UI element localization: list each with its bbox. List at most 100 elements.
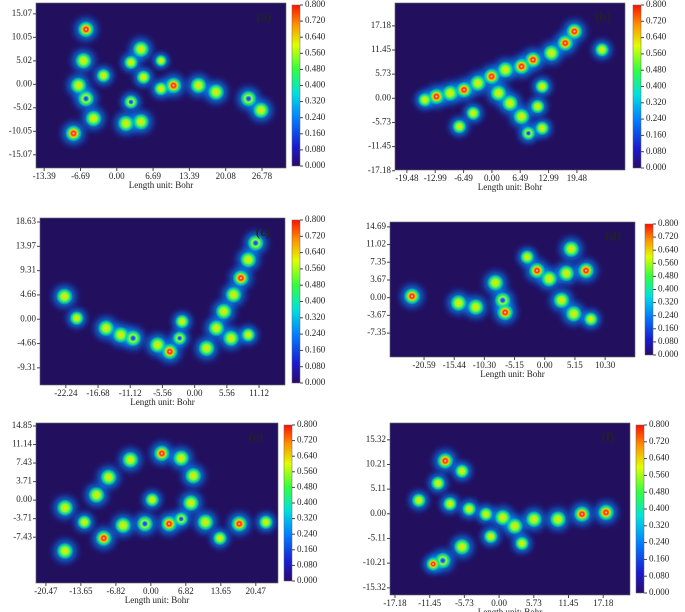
y-tick-label: 18.63 xyxy=(16,216,37,226)
density-hole xyxy=(245,95,252,103)
colorbar-tick-label: 0.720 xyxy=(305,15,326,25)
density-core xyxy=(100,469,117,486)
x-tick-label: -11.45 xyxy=(418,598,441,608)
density-core xyxy=(153,81,169,97)
x-tick-label: -15.44 xyxy=(443,360,467,370)
colorbar-tick-label: 0.080 xyxy=(305,144,326,154)
panel-label: (c) xyxy=(256,224,270,239)
density-core xyxy=(222,329,240,347)
density-peak xyxy=(81,24,91,35)
colorbar-tick-label: 0.480 xyxy=(649,486,670,496)
colorbar-tick-label: 0.800 xyxy=(646,0,667,9)
colorbar-tick-label: 0.000 xyxy=(305,160,326,170)
colorbar-tick-label: 0.400 xyxy=(297,497,318,507)
x-tick-label: -13.65 xyxy=(69,586,93,596)
density-core xyxy=(184,467,202,485)
density-core xyxy=(172,449,190,467)
density-core xyxy=(540,270,558,288)
density-core xyxy=(497,61,514,79)
density-hole xyxy=(176,335,183,342)
panel: (b) -19.48 -12.99 -6.49 0.00 6.49 12.99 19.48 17… xyxy=(368,0,667,192)
colorbar-tick-label: 0.080 xyxy=(297,559,318,569)
x-tick-label: -5.56 xyxy=(153,388,172,398)
density-core xyxy=(114,517,132,534)
colorbar-tick-label: 0.560 xyxy=(646,48,667,58)
density-map xyxy=(55,11,280,152)
colorbar-tick-label: 0.000 xyxy=(297,575,318,585)
y-tick-label: 7.35 xyxy=(370,256,386,266)
x-tick-label: 0.00 xyxy=(109,171,125,181)
density-core xyxy=(462,501,477,517)
y-tick-label: 0.00 xyxy=(375,92,391,102)
density-hole xyxy=(128,99,134,105)
y-tick-label: 11.45 xyxy=(371,44,391,54)
density-core xyxy=(117,115,135,132)
x-tick-label: 5.15 xyxy=(567,360,583,370)
y-tick-label: -10.05 xyxy=(9,125,33,135)
plot-frame xyxy=(389,422,631,596)
colorbar-tick-label: 0.160 xyxy=(649,553,670,563)
y-tick-label: -5.73 xyxy=(372,117,391,127)
colorbar-tick-label: 0.240 xyxy=(649,537,670,547)
density-peak xyxy=(407,291,417,302)
colorbar-tick-label: 0.080 xyxy=(658,336,679,346)
density-core xyxy=(85,110,102,127)
colorbar xyxy=(291,4,301,167)
density-peak xyxy=(500,307,511,318)
colorbar-tick-label: 0.800 xyxy=(305,0,326,9)
x-tick-label: -5.15 xyxy=(505,360,524,370)
density-peak xyxy=(234,518,245,529)
x-axis-label: Length unit: Bohr xyxy=(478,607,543,612)
y-tick-label: -10.21 xyxy=(363,557,386,567)
y-tick-label: -15.32 xyxy=(363,582,386,592)
density-core xyxy=(70,77,87,94)
colorbar-tick-label: 0.480 xyxy=(305,63,326,73)
colorbar-tick-label: 0.560 xyxy=(658,257,679,267)
x-tick-label: -6.69 xyxy=(71,171,90,181)
x-tick-label: 6.49 xyxy=(512,173,528,183)
colorbar-tick-label: 0.240 xyxy=(305,328,326,338)
y-tick-label: -7.35 xyxy=(367,327,386,337)
density-peak xyxy=(486,71,497,82)
density-core xyxy=(454,463,470,479)
density-core xyxy=(525,510,543,528)
colorbar-tick-label: 0.640 xyxy=(305,247,326,257)
density-core xyxy=(123,55,139,70)
density-core xyxy=(501,94,519,112)
colorbar-tick-label: 0.320 xyxy=(305,312,326,322)
density-core xyxy=(469,74,487,92)
x-tick-label: -12.99 xyxy=(424,173,448,183)
colorbar-tick-label: 0.240 xyxy=(646,113,667,123)
density-map xyxy=(403,442,625,580)
density-peak xyxy=(581,265,591,276)
colorbar-tick-label: 0.160 xyxy=(646,129,667,139)
colorbar-tick-label: 0.640 xyxy=(649,453,670,463)
density-hole xyxy=(178,516,185,522)
density-core xyxy=(96,68,111,83)
x-tick-label: -6.49 xyxy=(454,173,473,183)
colorbar-tick-label: 0.400 xyxy=(646,81,667,91)
colorbar-tick-label: 0.800 xyxy=(658,218,679,228)
colorbar-tick-label: 0.000 xyxy=(658,349,679,359)
density-core xyxy=(411,493,426,508)
colorbar-tick-label: 0.720 xyxy=(658,231,679,241)
y-tick-label: 5.11 xyxy=(371,483,386,493)
y-tick-label: 14.85 xyxy=(12,420,33,430)
colorbar-tick-label: 0.640 xyxy=(658,244,679,254)
colorbar-tick-label: 0.240 xyxy=(305,112,326,122)
colorbar-tick-label: 0.160 xyxy=(297,544,318,554)
y-tick-label: 3.67 xyxy=(370,274,386,284)
density-core xyxy=(258,515,274,530)
density-core xyxy=(241,327,256,343)
colorbar-tick-label: 0.080 xyxy=(649,570,670,580)
colorbar-tick-label: 0.320 xyxy=(649,520,670,530)
density-core xyxy=(513,108,530,125)
x-tick-label: -6.82 xyxy=(107,586,126,596)
colorbar-tick-label: 0.080 xyxy=(305,361,326,371)
plot-frame xyxy=(35,422,279,584)
colorbar-tick-label: 0.400 xyxy=(658,284,679,294)
x-tick-label: -10.30 xyxy=(473,360,497,370)
density-peak xyxy=(532,265,542,276)
density-peak xyxy=(459,84,469,95)
